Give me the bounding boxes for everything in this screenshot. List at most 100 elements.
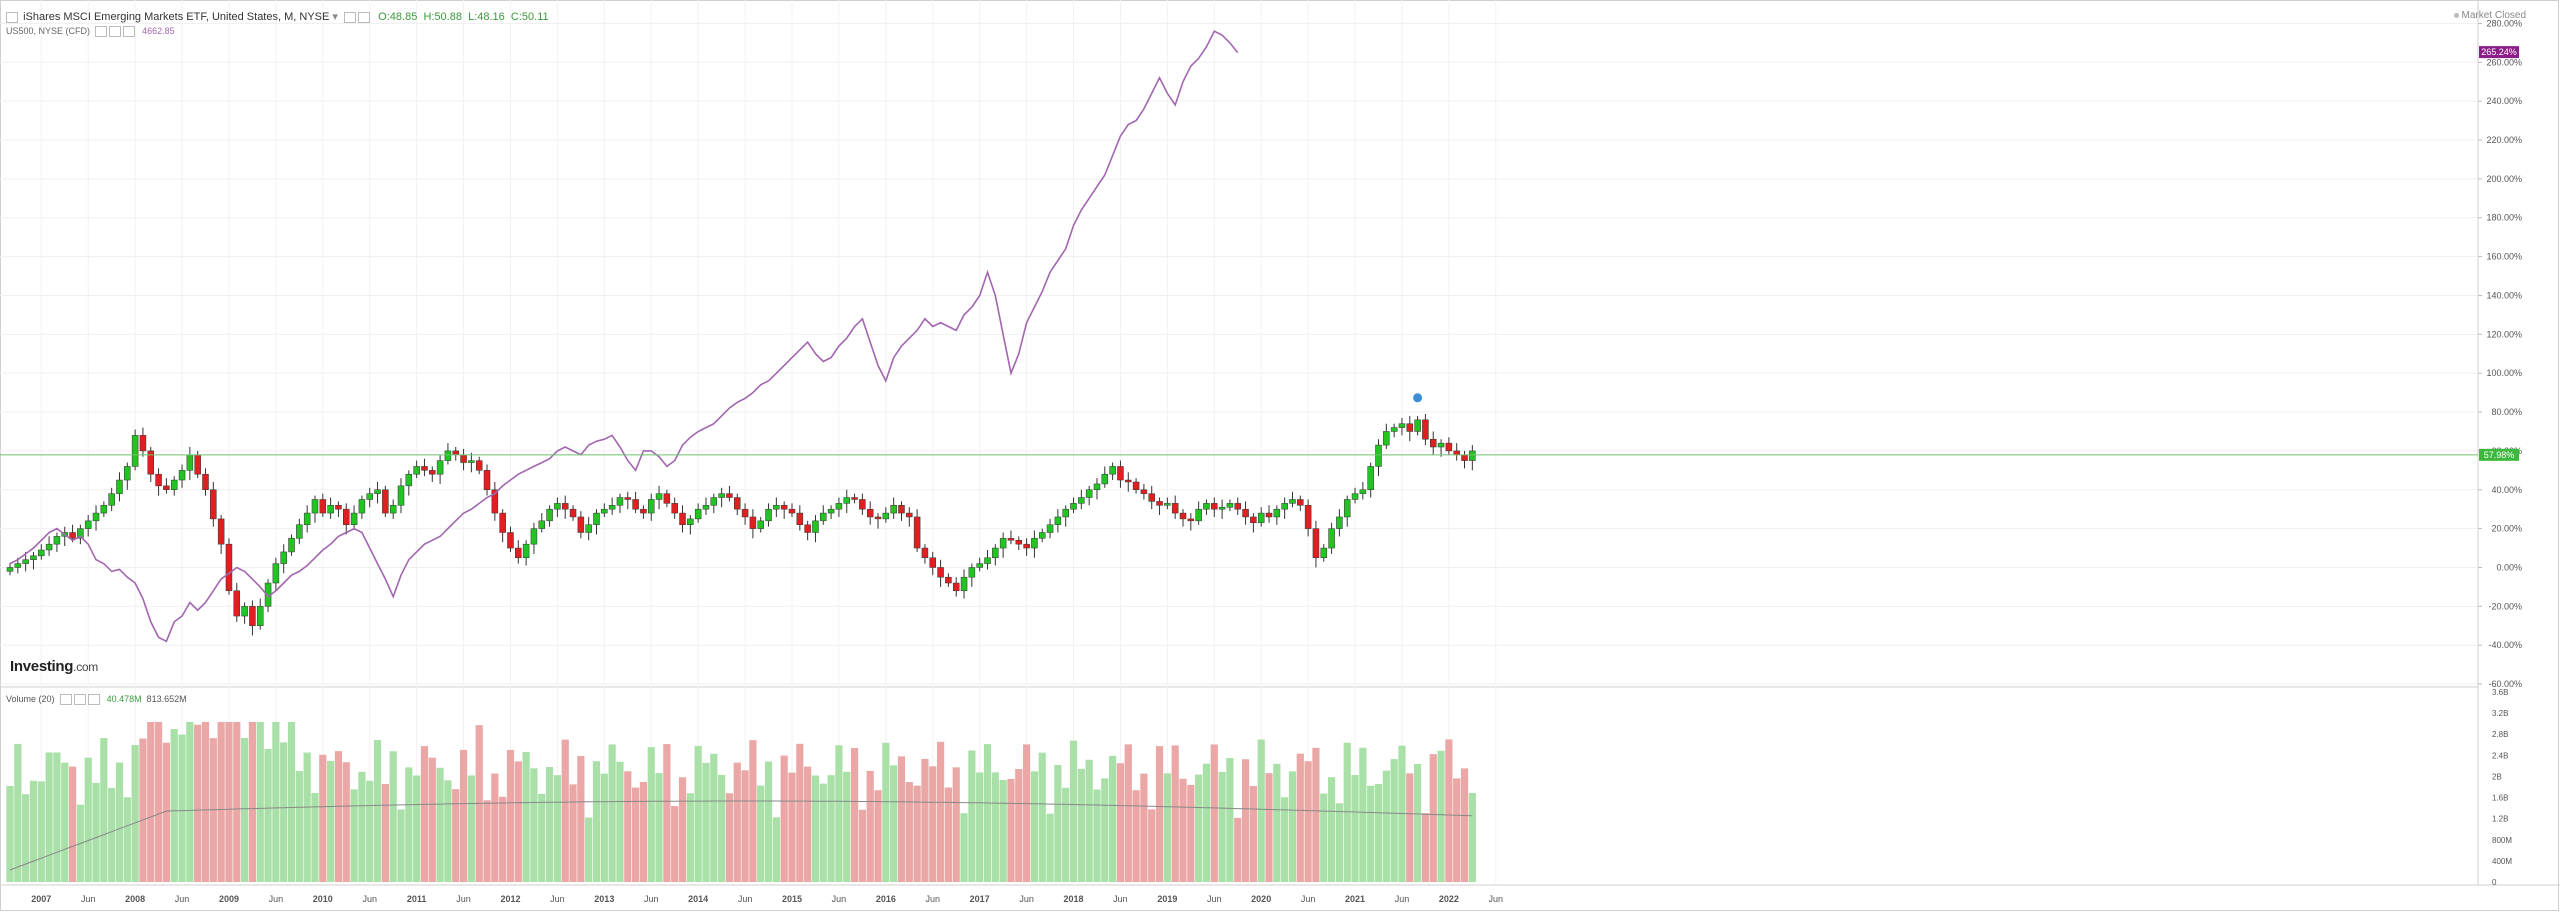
candle-body <box>350 512 358 525</box>
candle-body <box>53 536 61 545</box>
volume-bar <box>1281 797 1289 882</box>
volume-bar <box>92 782 100 882</box>
volume-bar <box>983 744 992 882</box>
hide-icon[interactable] <box>109 26 122 38</box>
volume-tick-label: 1.2B <box>2492 815 2508 824</box>
collapse-icon[interactable] <box>6 11 18 23</box>
volume-value: 40.478M <box>106 694 142 704</box>
volume-bar <box>61 762 69 882</box>
volume-bar <box>780 755 788 882</box>
candle-body <box>1078 497 1085 504</box>
volume-label: Volume (20) <box>6 694 55 704</box>
y-tick-label: 180.00% <box>2486 213 2522 223</box>
volume-bar <box>1038 752 1046 882</box>
volume-bar <box>1367 785 1375 882</box>
candle-body <box>577 516 585 533</box>
candle-body <box>1242 508 1249 518</box>
settings-icon[interactable] <box>95 26 108 38</box>
close-value: C:50.11 <box>510 11 549 23</box>
volume-bar <box>1023 744 1031 882</box>
volume-bar <box>84 757 92 882</box>
candle-body <box>194 454 201 475</box>
volume-bar <box>248 722 257 882</box>
x-tick-label: 2018 <box>1064 894 1084 904</box>
x-tick-label: Jun <box>1395 894 1410 904</box>
volume-bar <box>154 722 163 882</box>
volume-bar <box>1179 778 1187 882</box>
x-tick-label: 2022 <box>1439 894 1459 904</box>
candle-body <box>616 497 624 506</box>
candle-body <box>1211 503 1218 510</box>
x-tick-label: Jun <box>1301 894 1316 904</box>
volume-bar <box>201 722 210 882</box>
volume-bar <box>733 762 741 882</box>
candle-body <box>217 518 225 545</box>
volume-bar <box>1218 771 1226 882</box>
volume-bar <box>796 743 804 882</box>
candle-body <box>1406 423 1414 432</box>
candle-body <box>788 508 796 514</box>
settings-icon[interactable] <box>59 694 72 706</box>
volume-bar <box>397 809 405 882</box>
volume-bar <box>1382 770 1390 882</box>
candle-body <box>530 528 538 545</box>
logo-text: Investing <box>10 658 74 675</box>
candle-body <box>796 512 804 525</box>
volume-bar <box>757 785 765 882</box>
volume-bar <box>350 789 358 882</box>
hide-icon[interactable] <box>73 694 86 706</box>
volume-bar <box>1351 775 1359 882</box>
candle-body <box>272 563 280 584</box>
candle-body <box>1218 506 1226 510</box>
x-tick-label: 2019 <box>1157 894 1177 904</box>
volume-bar <box>452 789 460 882</box>
candle-body <box>1469 450 1476 461</box>
volume-bar <box>1437 750 1445 882</box>
volume-bar <box>6 786 14 882</box>
close-icon[interactable] <box>87 694 100 706</box>
candle-body <box>1257 512 1265 524</box>
chevron-down-icon[interactable]: ▾ <box>332 11 338 23</box>
candle-body <box>327 505 334 514</box>
candle-body <box>515 547 522 559</box>
candle-body <box>898 505 905 514</box>
candle-body <box>475 460 483 471</box>
x-tick-label: 2020 <box>1251 894 1271 904</box>
volume-bar <box>37 781 45 882</box>
volume-bar <box>1234 817 1242 882</box>
volume-bar <box>287 722 296 882</box>
volume-bar <box>358 771 366 882</box>
candle-body <box>1390 427 1398 432</box>
volume-bar <box>663 744 671 882</box>
volume-bar <box>678 777 687 882</box>
candle-body <box>1101 473 1109 485</box>
volume-bar <box>1202 763 1211 882</box>
x-tick-label: 2021 <box>1345 894 1365 904</box>
candle-body <box>131 435 139 467</box>
volume-bar <box>241 738 249 882</box>
settings-icon[interactable] <box>344 11 357 23</box>
close-icon[interactable] <box>123 26 136 38</box>
candle-body <box>820 512 827 522</box>
logo-suffix: .com <box>73 660 98 674</box>
volume-bar <box>835 745 843 882</box>
volume-bar <box>1132 790 1140 882</box>
last-price-badge <box>2479 448 2519 461</box>
volume-bar <box>381 783 389 882</box>
volume-bar <box>976 772 984 882</box>
candle-body <box>225 543 233 592</box>
volume-bar <box>804 766 812 882</box>
x-tick-label: 2014 <box>688 894 708 904</box>
compare-label: US500, NYSE (CFD) <box>6 26 91 36</box>
candle-body <box>585 524 592 533</box>
candle-body <box>366 493 373 500</box>
volume-bar <box>108 787 116 882</box>
candle-body <box>757 520 764 529</box>
candle-body <box>1265 512 1273 518</box>
volume-bar <box>1320 793 1328 882</box>
candle-body <box>679 512 686 525</box>
close-icon[interactable] <box>358 11 371 23</box>
candle-body <box>741 508 749 518</box>
candle-body <box>319 499 327 514</box>
x-tick-label: Jun <box>926 894 941 904</box>
